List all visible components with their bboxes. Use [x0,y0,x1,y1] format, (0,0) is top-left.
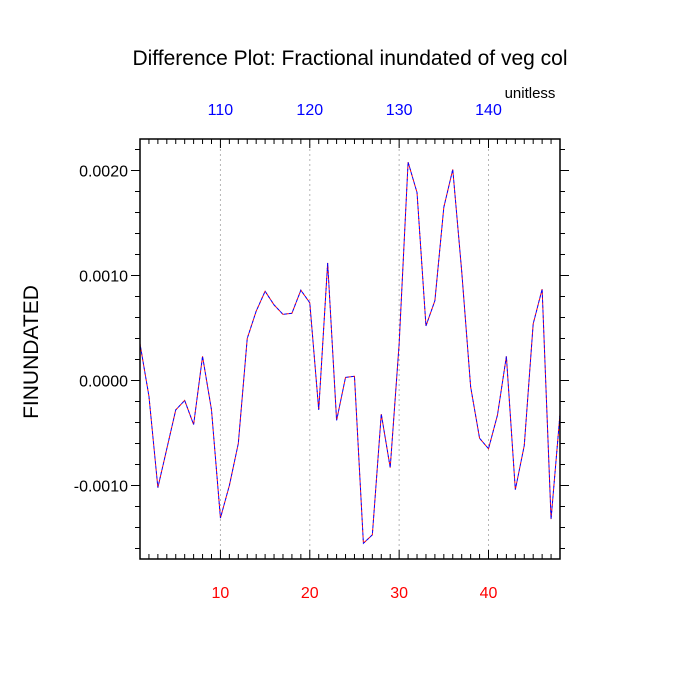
tick-labels: 10 20 30 40 110 120 130 140 -0.0010 0.0000 0.0010 0… [74,102,502,602]
chart-title: Difference Plot: Fractional inundated of… [132,47,567,70]
y-tick-label: -0.0010 [74,479,128,496]
x-tick-label-bottom: 20 [301,585,319,602]
x-tick-label-bottom: 10 [212,585,230,602]
grid-lines [219,139,490,559]
x-tick-label-bottom: 30 [390,585,408,602]
y-tick-label: 0.0010 [79,269,128,286]
y-tick-label: 0.0020 [79,164,128,181]
x-tick-label-bottom: 40 [480,585,498,602]
x-tick-label-top: 140 [475,102,502,119]
y-axis-label: FINUNDATED [20,285,43,419]
x-tick-label-top: 110 [208,102,234,119]
plot-frame [139,138,561,560]
series-blue-dashed [139,161,561,545]
y-tick-label: 0.0000 [79,374,128,391]
series-layer [139,161,561,545]
axis-ticks [131,139,569,559]
series-red-dashed [139,161,561,545]
units-label: unitless [505,85,556,102]
x-tick-label-top: 130 [386,102,413,119]
x-tick-label-top: 120 [296,102,323,119]
